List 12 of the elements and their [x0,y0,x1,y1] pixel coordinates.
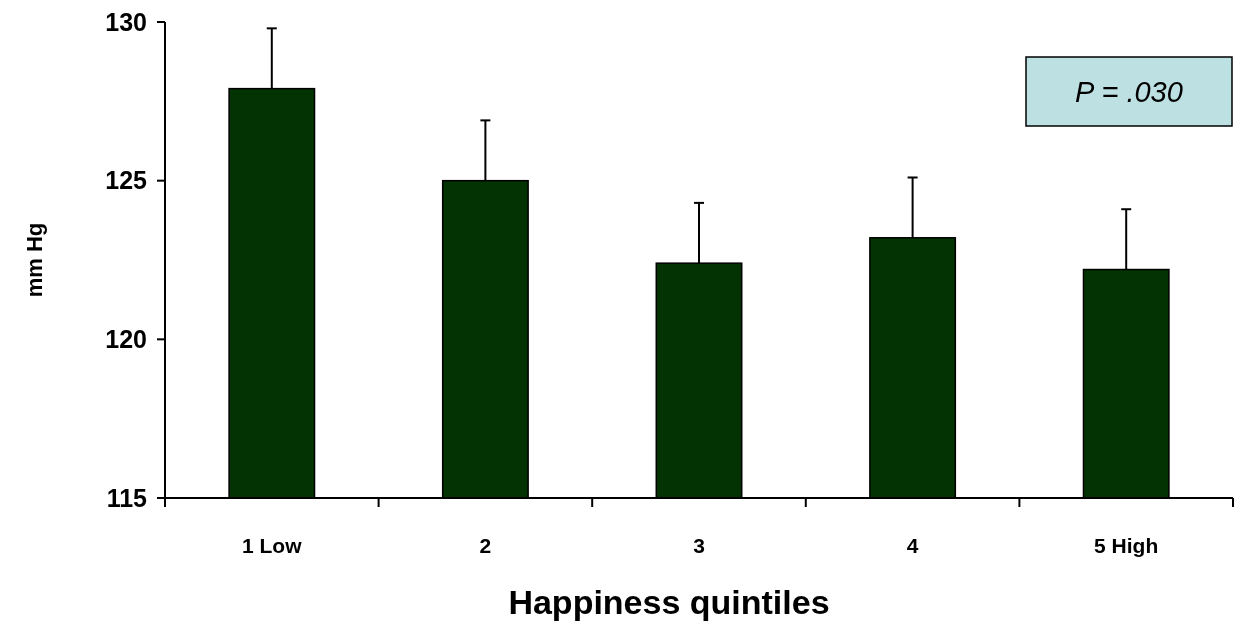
y-tick-label: 120 [105,325,147,354]
y-axis-title: mm Hg [22,222,47,298]
x-tick-label: 1 Low [242,534,303,557]
y-tick-label: 115 [106,483,148,512]
x-tick-label: 4 [906,534,919,557]
x-tick-label: 5 High [1094,534,1159,557]
y-tick-label: 130 [105,7,147,36]
annotation: P = .030 [1075,76,1183,109]
y-tick-label: 125 [105,166,148,195]
x-tick-label: 3 [693,534,705,557]
x-axis-title: Happiness quintiles [508,583,830,621]
x-tick-label: 2 [479,534,492,557]
